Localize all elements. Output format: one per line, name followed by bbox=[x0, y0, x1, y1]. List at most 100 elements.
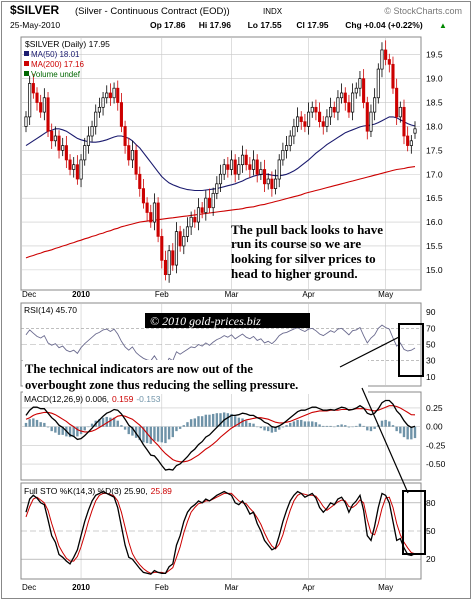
sto-pointer-line bbox=[361, 387, 409, 494]
candle bbox=[255, 154, 259, 183]
quote-chg: Chg +0.04 (+0.22%) bbox=[345, 20, 423, 30]
rsi-annotation-bg bbox=[23, 360, 368, 394]
x-tick-label: Apr bbox=[302, 583, 315, 592]
rsi-annotation-line-1: The technical indicators are now out of … bbox=[25, 362, 253, 376]
candle-body bbox=[171, 250, 175, 266]
macd-hist-bar bbox=[79, 426, 83, 435]
price-panel bbox=[20, 36, 422, 291]
candle-body bbox=[380, 49, 384, 70]
candle bbox=[57, 130, 61, 159]
candle bbox=[398, 101, 402, 123]
macd-hist-bar bbox=[230, 413, 233, 427]
candle bbox=[97, 97, 101, 118]
macd-hist-bar bbox=[384, 419, 387, 427]
macd-hist-bar bbox=[24, 422, 28, 427]
candle-body bbox=[332, 106, 336, 113]
candle bbox=[373, 88, 377, 121]
macd-hist-bar bbox=[318, 424, 321, 427]
candle-body bbox=[42, 97, 46, 113]
macd-hist-bar bbox=[204, 414, 208, 427]
candle bbox=[171, 243, 175, 271]
candle bbox=[273, 169, 278, 195]
candle bbox=[145, 197, 149, 221]
macd-hist-bar bbox=[101, 417, 105, 427]
macd-y-tick: -0.25 bbox=[426, 440, 446, 450]
macd-hist-bar bbox=[369, 426, 373, 432]
candle-body bbox=[123, 126, 127, 146]
macd-hist-bar bbox=[252, 423, 255, 427]
candle-body bbox=[321, 121, 325, 127]
macd-hist-bar bbox=[413, 426, 417, 439]
macd-hist-bar bbox=[54, 426, 57, 433]
macd-hist-bar bbox=[178, 426, 182, 429]
candle bbox=[138, 166, 142, 197]
candle bbox=[185, 217, 190, 243]
price-annotation-line-4: head to higher ground. bbox=[231, 266, 358, 281]
candle-body bbox=[182, 236, 186, 247]
candle-body bbox=[75, 164, 79, 180]
macd-hist-bar bbox=[28, 419, 31, 427]
candle bbox=[196, 198, 201, 231]
macd-hist-bar bbox=[61, 426, 64, 435]
candle bbox=[61, 137, 65, 157]
candle bbox=[369, 104, 373, 137]
candle bbox=[35, 87, 39, 111]
candle bbox=[354, 82, 358, 99]
macd-hist-bar bbox=[270, 426, 274, 433]
candle-body bbox=[207, 197, 212, 209]
candle-body bbox=[90, 126, 94, 137]
macd-hist-bar bbox=[351, 426, 354, 428]
candle bbox=[310, 101, 314, 118]
candle bbox=[189, 211, 193, 235]
price-y-tick: 16.5 bbox=[426, 193, 443, 203]
macd-hist-bar bbox=[278, 426, 281, 430]
candle bbox=[303, 114, 307, 133]
candle-body bbox=[28, 83, 32, 118]
sto-k-line bbox=[25, 490, 416, 575]
candle bbox=[31, 73, 35, 99]
candle-body bbox=[57, 135, 61, 151]
price-y-tick: 18.0 bbox=[426, 121, 443, 131]
candle-body bbox=[296, 116, 300, 127]
macd-hist-bar bbox=[410, 426, 413, 440]
candle bbox=[79, 154, 83, 188]
macd-hist-bar bbox=[189, 419, 193, 427]
macd-hist-bar bbox=[35, 419, 39, 427]
candle bbox=[288, 130, 292, 152]
candle-body bbox=[251, 159, 256, 170]
macd-hist-bar bbox=[193, 418, 197, 427]
candle bbox=[406, 126, 410, 152]
rsi-y-tick: 10 bbox=[426, 372, 436, 382]
candle-body bbox=[152, 202, 156, 223]
candle bbox=[340, 83, 344, 104]
candle bbox=[292, 118, 296, 145]
candle bbox=[101, 92, 105, 116]
x-tick-label: 2010 bbox=[72, 290, 90, 299]
macd-hist-bar bbox=[72, 426, 75, 437]
candle bbox=[259, 161, 263, 180]
candle-body bbox=[101, 97, 105, 108]
candle-body bbox=[325, 116, 329, 127]
candle-body bbox=[178, 231, 182, 247]
candle bbox=[72, 157, 76, 178]
price-annotation-line-1: The pull back looks to have bbox=[231, 222, 383, 237]
macd-signal-value: 0.159 bbox=[112, 394, 134, 404]
candle-body bbox=[409, 140, 413, 146]
macd-hist-bar bbox=[105, 416, 108, 427]
quote-hi: Hi 17.96 bbox=[199, 20, 231, 30]
candle bbox=[329, 97, 333, 126]
candle-body bbox=[233, 159, 237, 175]
candle bbox=[362, 69, 366, 109]
rsi-y-tick: 90 bbox=[426, 307, 436, 317]
macd-hist-bar bbox=[329, 425, 332, 427]
candle-body bbox=[343, 92, 347, 103]
price-y-tick: 19.5 bbox=[426, 50, 443, 60]
price-y-tick: 17.0 bbox=[426, 169, 443, 179]
candle bbox=[64, 136, 68, 169]
candle-body bbox=[314, 106, 318, 113]
legend-ma200-swatch bbox=[24, 61, 29, 66]
macd-y-tick: 0.00 bbox=[426, 422, 443, 432]
macd-hist-bar bbox=[50, 426, 53, 432]
macd-hist-bar bbox=[259, 426, 263, 429]
candle bbox=[46, 92, 50, 137]
